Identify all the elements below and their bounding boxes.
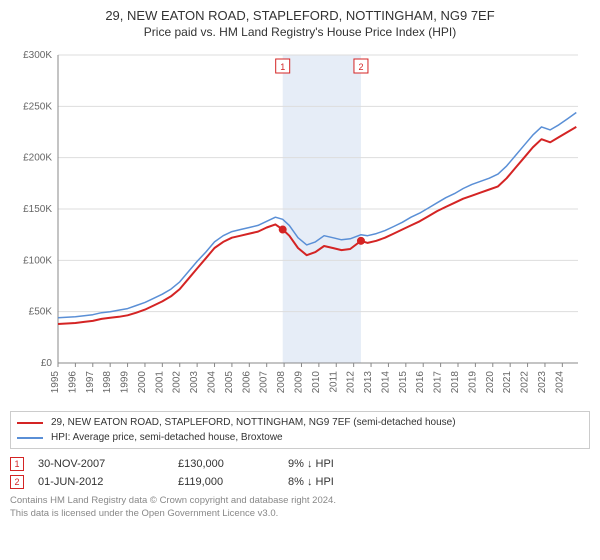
transaction-delta: 9% ↓ HPI xyxy=(288,458,418,470)
svg-text:2024: 2024 xyxy=(554,371,565,394)
transaction-marker-2: 2 xyxy=(10,475,24,489)
svg-text:£0: £0 xyxy=(41,358,53,369)
footer-line-2: This data is licensed under the Open Gov… xyxy=(10,508,590,521)
svg-text:£50K: £50K xyxy=(29,307,53,318)
svg-text:2023: 2023 xyxy=(537,371,548,394)
legend-swatch-price-paid xyxy=(17,422,43,424)
title-main: 29, NEW EATON ROAD, STAPLEFORD, NOTTINGH… xyxy=(10,8,590,23)
legend: 29, NEW EATON ROAD, STAPLEFORD, NOTTINGH… xyxy=(10,411,590,449)
transaction-date: 30-NOV-2007 xyxy=(38,458,178,470)
svg-text:2022: 2022 xyxy=(520,371,531,394)
svg-text:2013: 2013 xyxy=(363,371,374,394)
legend-item-price-paid: 29, NEW EATON ROAD, STAPLEFORD, NOTTINGH… xyxy=(17,415,583,430)
svg-text:2015: 2015 xyxy=(398,371,409,394)
svg-text:£150K: £150K xyxy=(23,204,52,215)
svg-text:2005: 2005 xyxy=(224,371,235,394)
title-block: 29, NEW EATON ROAD, STAPLEFORD, NOTTINGH… xyxy=(10,8,590,39)
transaction-price: £130,000 xyxy=(178,458,288,470)
legend-swatch-hpi xyxy=(17,437,43,439)
svg-text:1996: 1996 xyxy=(67,371,78,394)
svg-text:2010: 2010 xyxy=(311,371,322,394)
line-chart-svg: £0 £50K £100K £150K £200K £250K £300K 1995 1996 1… xyxy=(10,45,590,405)
transaction-row: 2 01-JUN-2012 £119,000 8% ↓ HPI xyxy=(10,475,590,489)
svg-text:2017: 2017 xyxy=(433,371,444,394)
svg-text:2007: 2007 xyxy=(259,371,270,394)
svg-text:2014: 2014 xyxy=(380,371,391,394)
svg-text:2012: 2012 xyxy=(346,371,357,394)
svg-text:2001: 2001 xyxy=(154,371,165,394)
chart-area: £0 £50K £100K £150K £200K £250K £300K 1995 1996 1… xyxy=(10,45,590,405)
svg-text:2003: 2003 xyxy=(189,371,200,394)
legend-item-hpi: HPI: Average price, semi-detached house,… xyxy=(17,430,583,445)
svg-text:£100K: £100K xyxy=(23,255,52,266)
legend-label-price-paid: 29, NEW EATON ROAD, STAPLEFORD, NOTTINGH… xyxy=(51,415,456,430)
svg-text:1999: 1999 xyxy=(120,371,131,394)
transaction-price: £119,000 xyxy=(178,476,288,488)
svg-text:2008: 2008 xyxy=(276,371,287,394)
footer-line-1: Contains HM Land Registry data © Crown c… xyxy=(10,495,590,508)
svg-text:£300K: £300K xyxy=(23,50,52,61)
svg-text:1998: 1998 xyxy=(102,371,113,394)
svg-text:2: 2 xyxy=(358,62,363,72)
svg-text:2000: 2000 xyxy=(137,371,148,394)
svg-text:£250K: £250K xyxy=(23,101,52,112)
svg-text:£200K: £200K xyxy=(23,153,52,164)
svg-text:2021: 2021 xyxy=(502,371,513,394)
svg-text:1995: 1995 xyxy=(50,371,61,394)
svg-text:2020: 2020 xyxy=(485,371,496,394)
svg-text:2019: 2019 xyxy=(467,371,478,394)
svg-text:2002: 2002 xyxy=(172,371,183,394)
footer: Contains HM Land Registry data © Crown c… xyxy=(10,495,590,521)
transaction-delta: 8% ↓ HPI xyxy=(288,476,418,488)
transaction-date: 01-JUN-2012 xyxy=(38,476,178,488)
transaction-marker-1: 1 xyxy=(10,457,24,471)
svg-text:2006: 2006 xyxy=(241,371,252,394)
svg-text:2009: 2009 xyxy=(293,371,304,394)
svg-text:2016: 2016 xyxy=(415,371,426,394)
svg-text:1: 1 xyxy=(280,62,285,72)
transaction-row: 1 30-NOV-2007 £130,000 9% ↓ HPI xyxy=(10,457,590,471)
svg-text:1997: 1997 xyxy=(85,371,96,394)
svg-text:2018: 2018 xyxy=(450,371,461,394)
svg-text:2004: 2004 xyxy=(207,371,218,394)
transactions-table: 1 30-NOV-2007 £130,000 9% ↓ HPI 2 01-JUN… xyxy=(10,457,590,489)
chart-container: 29, NEW EATON ROAD, STAPLEFORD, NOTTINGH… xyxy=(0,0,600,525)
legend-label-hpi: HPI: Average price, semi-detached house,… xyxy=(51,430,283,445)
svg-text:2011: 2011 xyxy=(328,371,339,393)
title-sub: Price paid vs. HM Land Registry's House … xyxy=(10,25,590,39)
